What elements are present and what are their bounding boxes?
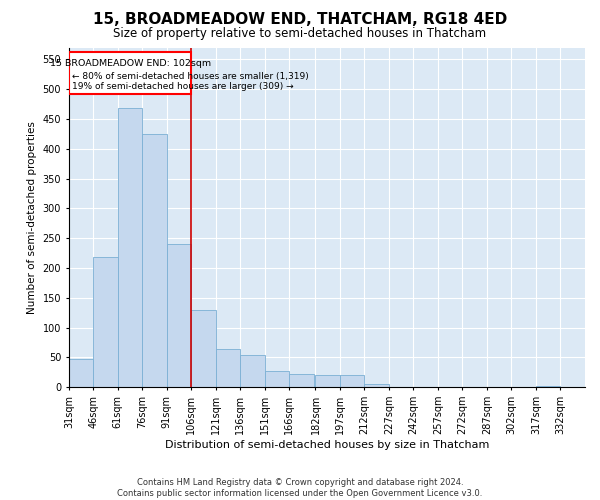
Text: Contains HM Land Registry data © Crown copyright and database right 2024.
Contai: Contains HM Land Registry data © Crown c… [118,478,482,498]
Bar [316,376,340,388]
Bar [142,134,167,388]
Text: ← 80% of semi-detached houses are smaller (1,319): ← 80% of semi-detached houses are smalle… [72,72,309,80]
Bar [536,386,560,388]
Bar [216,348,241,388]
Bar [340,376,364,388]
Bar [167,244,191,388]
Bar [118,108,142,388]
Bar [69,52,191,94]
Bar [69,360,94,388]
X-axis label: Distribution of semi-detached houses by size in Thatcham: Distribution of semi-detached houses by … [165,440,489,450]
Bar [265,370,289,388]
Bar [364,384,389,388]
Text: 19% of semi-detached houses are larger (309) →: 19% of semi-detached houses are larger (… [72,82,294,91]
Y-axis label: Number of semi-detached properties: Number of semi-detached properties [27,121,37,314]
Bar [191,310,216,388]
Text: 15 BROADMEADOW END: 102sqm: 15 BROADMEADOW END: 102sqm [50,59,211,68]
Text: Size of property relative to semi-detached houses in Thatcham: Size of property relative to semi-detach… [113,28,487,40]
Bar [241,354,265,388]
Bar [94,258,118,388]
Bar [289,374,314,388]
Text: 15, BROADMEADOW END, THATCHAM, RG18 4ED: 15, BROADMEADOW END, THATCHAM, RG18 4ED [93,12,507,28]
